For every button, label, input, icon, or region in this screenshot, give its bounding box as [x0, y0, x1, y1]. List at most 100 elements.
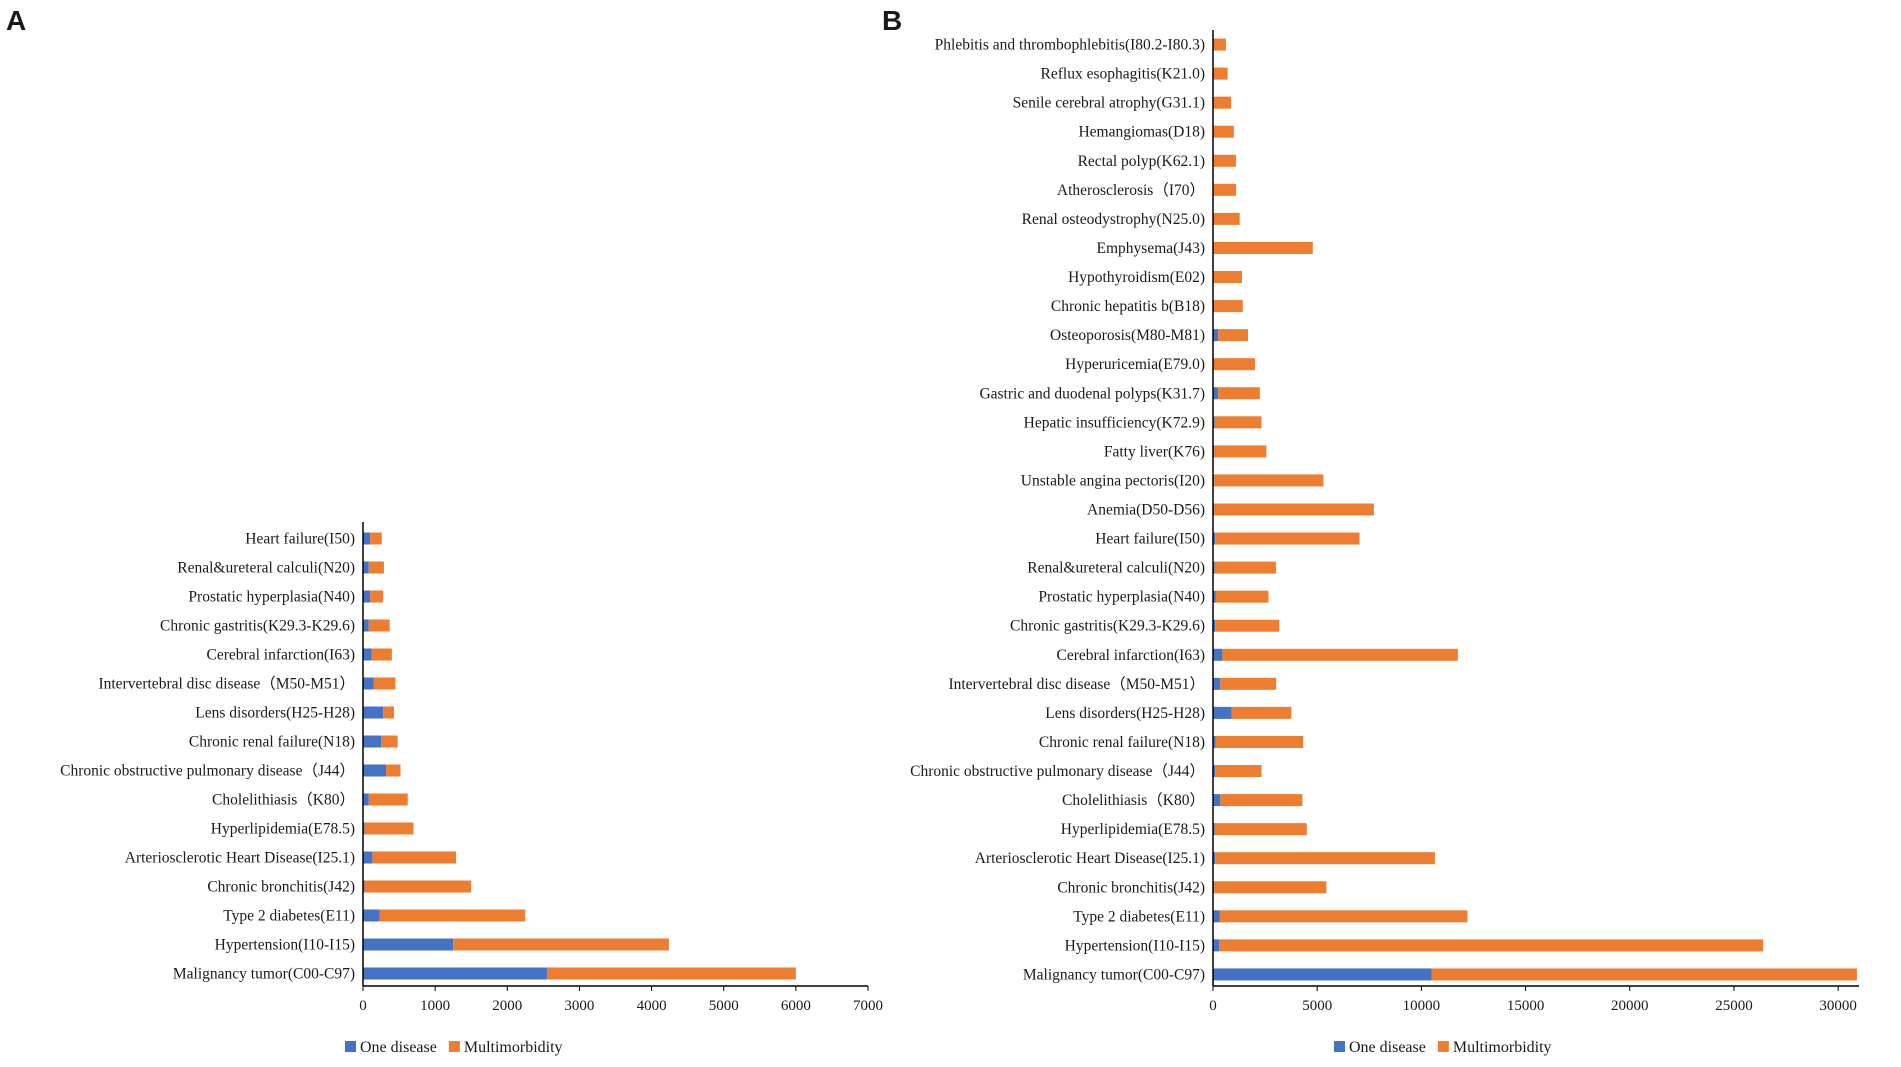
panel-b-bar-multimorbidity [1215, 590, 1269, 603]
panel-a-x-tick-label: 7000 [853, 998, 883, 1014]
panel-b-bar-multimorbidity [1214, 445, 1267, 458]
panel-b-bar-multimorbidity [1431, 968, 1857, 981]
panel-b-x-tick-label: 10000 [1403, 998, 1441, 1014]
panel-a-category-label: Chronic gastritis(K29.3-K29.6) [160, 618, 355, 635]
panel-a-bar-multimorbidity [370, 590, 384, 603]
panel-a-bar-multimorbidity [372, 851, 457, 864]
panel-b-category-label: Hypothyroidism(E02) [1068, 269, 1205, 286]
panel-b-bar-one-disease [1213, 387, 1219, 400]
panel-a-bar-one-disease [363, 532, 371, 545]
panel-a-bar-multimorbidity [364, 880, 472, 893]
panel-a-bar-one-disease [363, 677, 374, 690]
panel-a-x-tick-label: 2000 [492, 998, 522, 1014]
panel-a-bar-multimorbidity [379, 909, 526, 922]
panel-b-bar-one-disease [1213, 706, 1232, 719]
panel-a-x-tick-label: 3000 [564, 998, 594, 1014]
panel-b-bar-one-disease [1213, 823, 1215, 836]
panel-b-category-label: Heart failure(I50) [1095, 531, 1205, 548]
panel-a-bar-one-disease [363, 938, 454, 951]
panel-b-category-label: Chronic gastritis(K29.3-K29.6) [1010, 618, 1205, 635]
panel-a-category-label: Hypertension(I10-I15) [215, 937, 355, 954]
panel-b-bar-multimorbidity [1213, 38, 1226, 51]
panel-b-bar-multimorbidity [1215, 735, 1304, 748]
panel-a-x-tick-label: 4000 [637, 998, 667, 1014]
panel-a-x-tick-label: 0 [359, 998, 367, 1014]
panel-b-bar-multimorbidity [1222, 648, 1458, 661]
panel-b-category-label: Hyperuricemia(E79.0) [1065, 356, 1205, 373]
panel-b-category-label: Hypertension(I10-I15) [1065, 937, 1205, 954]
panel-a-category-label: Type 2 diabetes(E11) [223, 908, 355, 925]
panel-b-category-label: Atherosclerosis（I70） [1057, 182, 1205, 199]
panel-b-bar-multimorbidity [1214, 503, 1374, 516]
panel-b-chart: Phlebitis and thrombophlebitis(I80.2-I80… [910, 30, 1859, 1056]
panel-a-bar-multimorbidity [453, 938, 669, 951]
panel-b-bar-multimorbidity [1213, 241, 1313, 254]
panel-a-category-label: Renal&ureteral calculi(N20) [177, 560, 355, 577]
panel-b-category-label: Rectal polyp(K62.1) [1078, 153, 1205, 170]
panel-a-category-label: Chronic renal failure(N18) [189, 734, 355, 751]
panel-b-bar-multimorbidity [1213, 67, 1228, 80]
panel-b-bar-one-disease [1213, 939, 1220, 952]
panel-a-bar-multimorbidity [368, 619, 390, 632]
panel-b-bar-one-disease [1213, 765, 1216, 778]
panel-a-category-label: Intervertebral disc disease（M50-M51） [98, 676, 355, 693]
panel-b-bar-multimorbidity [1214, 416, 1262, 429]
panel-a-category-label: Arteriosclerotic Heart Disease(I25.1) [125, 850, 355, 867]
panel-b-category-label: Hyperlipidemia(E78.5) [1061, 821, 1205, 838]
panel-a-bar-multimorbidity [368, 793, 408, 806]
panel-b-bar-multimorbidity [1213, 125, 1234, 138]
panel-b-bar-one-disease [1213, 852, 1216, 865]
panel-b-bar-multimorbidity [1213, 358, 1256, 371]
panel-b-bar-multimorbidity [1218, 387, 1260, 400]
panel-b-legend-swatch-multimorbidity [1437, 1041, 1449, 1052]
panel-b-bar-one-disease [1213, 561, 1215, 574]
panel-a-bar-multimorbidity [368, 561, 384, 574]
panel-b-bar-one-disease [1213, 619, 1216, 632]
panel-b-category-label: Intervertebral disc disease（M50-M51） [948, 676, 1205, 693]
panel-b-bar-multimorbidity [1215, 765, 1262, 778]
panel-b-category-label: Renal&ureteral calculi(N20) [1027, 560, 1205, 577]
panel-b-x-tick-label: 30000 [1819, 998, 1857, 1014]
panel-b-bar-multimorbidity [1213, 183, 1237, 196]
panel-a-legend-swatch-one-disease [345, 1041, 356, 1052]
panel-b-category-label: Chronic obstructive pulmonary disease（J4… [910, 763, 1205, 780]
panel-b-bar-multimorbidity [1215, 532, 1360, 545]
panel-b-bar-multimorbidity [1219, 910, 1468, 923]
panel-a-category-label: Malignancy tumor(C00-C97) [173, 966, 355, 983]
panel-b-bar-multimorbidity [1213, 212, 1240, 225]
panel-b-legend-label: Multimorbidity [1453, 1039, 1552, 1056]
panel-a-category-label: Cholelithiasis（K80） [212, 792, 355, 809]
panel-a-bar-multimorbidity [371, 648, 392, 661]
panel-b-category-label: Hemangiomas(D18) [1078, 124, 1205, 141]
panel-b-legend: One disease Multimorbidity [1334, 1039, 1552, 1056]
panel-b-bar-one-disease [1213, 329, 1219, 342]
panel-b-bar-multimorbidity [1215, 852, 1435, 865]
panel-b-bar-one-disease [1213, 794, 1221, 807]
panel-b-bar-multimorbidity [1220, 677, 1277, 690]
panel-b-x-tick-label: 20000 [1611, 998, 1649, 1014]
panel-b-category-label: Emphysema(J43) [1097, 240, 1205, 257]
panel-b-bar-multimorbidity [1218, 329, 1249, 342]
panel-b-legend-label: One disease [1349, 1039, 1426, 1056]
panel-b-bar-one-disease [1213, 416, 1215, 429]
panel-a-bar-multimorbidity [546, 967, 796, 980]
panel-b-category-label: Cholelithiasis（K80） [1062, 792, 1205, 809]
panel-a-legend: One disease Multimorbidity [345, 1039, 563, 1056]
panel-a-category-label: Lens disorders(H25-H28) [195, 705, 355, 722]
panel-a-bar-one-disease [363, 735, 382, 748]
panel-b-category-label: Lens disorders(H25-H28) [1045, 705, 1205, 722]
panel-b-letter: B [882, 5, 902, 36]
panel-b-category-label: Prostatic hyperplasia(N40) [1038, 589, 1205, 606]
panel-b-category-label: Cerebral infarction(I63) [1057, 647, 1205, 664]
panel-a-legend-swatch-multimorbidity [448, 1041, 460, 1052]
panel-b-category-label: Phlebitis and thrombophlebitis(I80.2-I80… [935, 37, 1205, 54]
panel-a-bar-one-disease [363, 648, 372, 661]
panel-b-bar-multimorbidity [1213, 96, 1232, 109]
panel-a-legend-label: Multimorbidity [464, 1039, 563, 1056]
panel-a-bar-one-disease [363, 851, 373, 864]
panel-b-category-label: Osteoporosis(M80-M81) [1050, 327, 1205, 344]
panel-b-bar-one-disease [1213, 910, 1220, 923]
panel-a-legend-label: One disease [360, 1039, 437, 1056]
panel-b-bar-multimorbidity [1213, 154, 1236, 167]
